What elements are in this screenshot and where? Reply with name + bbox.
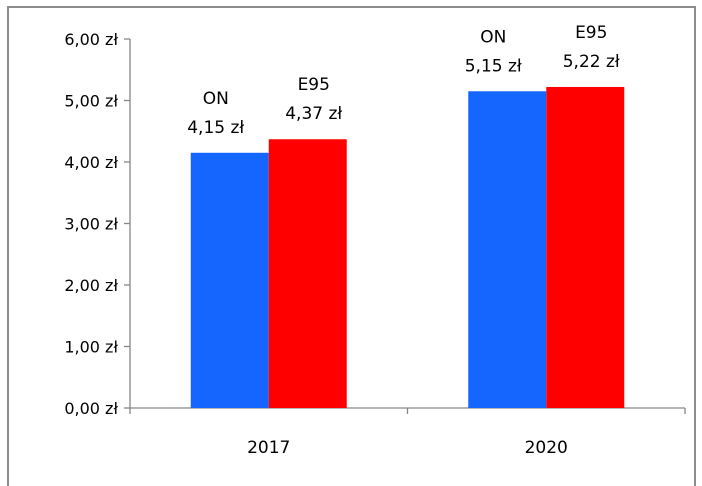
data-labels: ON 4,15 zł E95 4,37 zł ON 5,15 zł E95 5,22 zł [187,23,620,138]
x-axis: 2017 2020 [129,407,686,458]
x-category-label: 2017 [247,438,290,458]
y-tick-label: 5,00 zł [64,92,118,111]
data-label-value: 5,22 zł [563,52,620,72]
bar-e95-2017 [268,139,347,408]
bar-on-2020 [468,91,547,409]
y-tick-label: 2,00 zł [64,276,118,295]
y-tick-label: 4,00 zł [64,153,118,172]
y-tick-label: 3,00 zł [64,215,118,234]
bars [190,86,625,409]
data-label-series: E95 [575,23,607,43]
data-label-value: 4,15 zł [187,118,244,138]
x-category-label: 2020 [525,438,568,458]
y-tick-label: 6,00 zł [64,30,118,49]
bar-on-2017 [190,152,269,408]
data-label-value: 5,15 zł [465,56,522,76]
data-label-series: ON [203,89,229,109]
y-axis: 0,00 zł 1,00 zł 2,00 zł 3,00 zł 4,00 zł 5,00 … [64,30,131,418]
data-label-series: E95 [298,75,330,95]
y-tick-label: 1,00 zł [64,338,118,357]
y-tick-label: 0,00 zł [64,399,118,418]
data-label-series: ON [480,27,506,47]
bar-e95-2020 [546,86,625,408]
data-label-value: 4,37 zł [285,104,342,124]
